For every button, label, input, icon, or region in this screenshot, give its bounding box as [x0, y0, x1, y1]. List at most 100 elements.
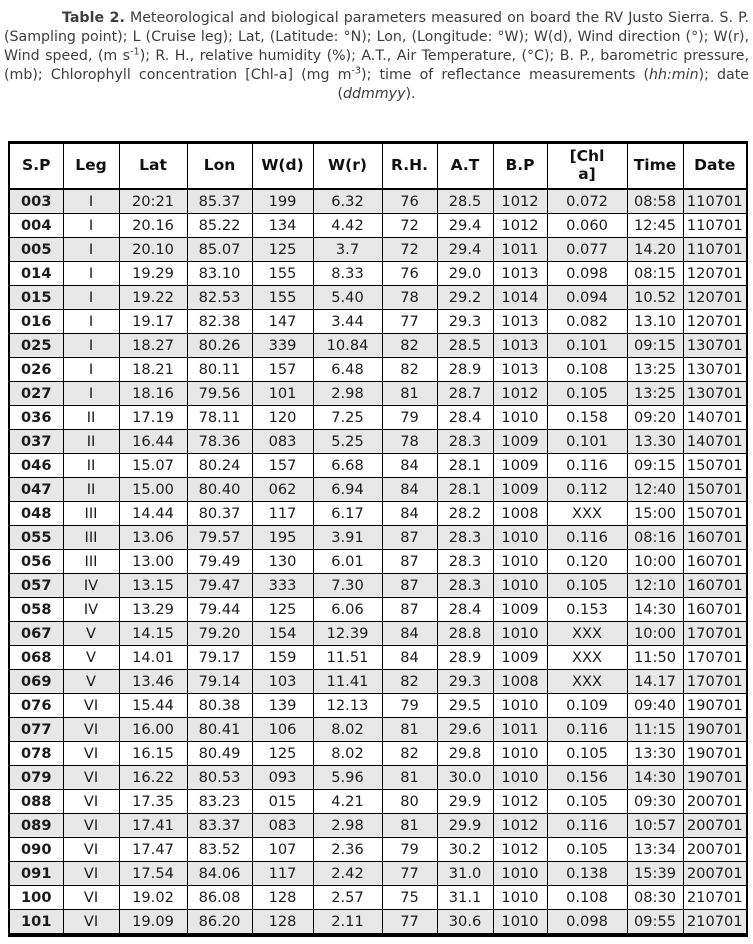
cell-at: 28.1 — [436, 477, 494, 502]
cell-wd: 134 — [251, 213, 314, 238]
cell-wd: 128 — [251, 885, 314, 910]
cell-rh: 84 — [381, 477, 438, 502]
table-body: 003 I 20:21 85.37 199 6.32 76 28.5 1012 0.072 08:5… — [8, 188, 748, 936]
cell-time: 09:55 — [626, 909, 684, 936]
cell-time: 12:10 — [626, 573, 684, 598]
table-row: 014 I 19.29 83.10 155 8.33 76 29.0 1013 0.098 08:1… — [8, 261, 748, 286]
cell-chla: 0.060 — [546, 213, 628, 238]
cell-at: 28.3 — [436, 429, 494, 454]
cell-bp: 1012 — [492, 789, 548, 814]
cell-date: 160701 — [682, 525, 748, 550]
cell-rh: 79 — [381, 693, 438, 718]
cell-sp: 069 — [8, 669, 64, 694]
cell-rh: 84 — [381, 501, 438, 526]
cell-lat: 16.22 — [118, 765, 188, 790]
cell-wd: 101 — [251, 381, 314, 406]
cell-rh: 84 — [381, 453, 438, 478]
cell-lon: 80.24 — [186, 453, 253, 478]
cell-lon: 86.08 — [186, 885, 253, 910]
cell-lon: 78.36 — [186, 429, 253, 454]
cell-sp: 056 — [8, 549, 64, 574]
cell-lon: 83.37 — [186, 813, 253, 838]
cell-lon: 79.49 — [186, 549, 253, 574]
cell-sp: 037 — [8, 429, 64, 454]
table-row: 056 III 13.00 79.49 130 6.01 87 28.3 1010 0.120 10… — [8, 549, 748, 574]
cell-date: 160701 — [682, 573, 748, 598]
cell-chla: 0.098 — [546, 909, 628, 936]
cell-bp: 1011 — [492, 237, 548, 262]
cell-chla: XXX — [546, 501, 628, 526]
cell-lat: 17.19 — [118, 405, 188, 430]
cell-bp: 1010 — [492, 885, 548, 910]
cell-chla: 0.112 — [546, 477, 628, 502]
cell-wd: 157 — [251, 357, 314, 382]
cell-sp: 101 — [8, 909, 64, 936]
cell-wd: 147 — [251, 309, 314, 334]
cell-leg: V — [62, 669, 120, 694]
header-row: S.P Leg Lat Lon W(d) W(r) R.H. A.T B.P [Chl a] Tim… — [8, 142, 748, 190]
cell-time: 08:15 — [626, 261, 684, 286]
column-header-chla: [Chl a] — [546, 142, 628, 190]
cell-wd: 130 — [251, 549, 314, 574]
cell-sp: 078 — [8, 741, 64, 766]
cell-bp: 1010 — [492, 405, 548, 430]
cell-wr: 6.94 — [312, 477, 383, 502]
cell-date: 190701 — [682, 693, 748, 718]
caption-text: -3 — [351, 65, 362, 77]
cell-chla: XXX — [546, 621, 628, 646]
cell-date: 130701 — [682, 357, 748, 382]
cell-wr: 8.02 — [312, 717, 383, 742]
cell-bp: 1013 — [492, 309, 548, 334]
cell-chla: 0.116 — [546, 717, 628, 742]
table-row: 079 VI 16.22 80.53 093 5.96 81 30.0 1010 0.156 14:… — [8, 765, 748, 790]
cell-leg: VI — [62, 885, 120, 910]
cell-sp: 027 — [8, 381, 64, 406]
cell-date: 210701 — [682, 885, 748, 910]
table-row: 076 VI 15.44 80.38 139 12.13 79 29.5 1010 0.109 09… — [8, 693, 748, 718]
cell-bp: 1008 — [492, 501, 548, 526]
cell-date: 200701 — [682, 813, 748, 838]
cell-date: 170701 — [682, 621, 748, 646]
cell-wd: 107 — [251, 837, 314, 862]
cell-lat: 13.29 — [118, 597, 188, 622]
cell-lon: 78.11 — [186, 405, 253, 430]
cell-lon: 79.44 — [186, 597, 253, 622]
cell-at: 28.1 — [436, 453, 494, 478]
cell-chla: 0.108 — [546, 885, 628, 910]
cell-time: 08:30 — [626, 885, 684, 910]
table-row: 088 VI 17.35 83.23 015 4.21 80 29.9 1012 0.105 09:… — [8, 789, 748, 814]
cell-time: 10:00 — [626, 549, 684, 574]
cell-rh: 82 — [381, 741, 438, 766]
caption-text: ); time of reflectance measurements ( — [361, 67, 650, 83]
cell-chla: 0.105 — [546, 741, 628, 766]
cell-wr: 3.91 — [312, 525, 383, 550]
cell-rh: 82 — [381, 357, 438, 382]
cell-sp: 067 — [8, 621, 64, 646]
cell-chla: 0.109 — [546, 693, 628, 718]
cell-bp: 1013 — [492, 261, 548, 286]
cell-wr: 6.06 — [312, 597, 383, 622]
cell-sp: 076 — [8, 693, 64, 718]
cell-sp: 091 — [8, 861, 64, 886]
cell-bp: 1012 — [492, 188, 548, 214]
cell-chla: 0.077 — [546, 237, 628, 262]
cell-lat: 19.02 — [118, 885, 188, 910]
cell-bp: 1010 — [492, 765, 548, 790]
cell-sp: 088 — [8, 789, 64, 814]
column-header-lat: Lat — [118, 142, 188, 190]
cell-wd: 106 — [251, 717, 314, 742]
cell-lat: 19.29 — [118, 261, 188, 286]
cell-wr: 6.32 — [312, 188, 383, 214]
cell-leg: II — [62, 429, 120, 454]
cell-time: 12:40 — [626, 477, 684, 502]
table-row: 036 II 17.19 78.11 120 7.25 79 28.4 1010 0.158 09:… — [8, 405, 748, 430]
cell-lon: 83.52 — [186, 837, 253, 862]
cell-date: 170701 — [682, 645, 748, 670]
cell-rh: 80 — [381, 789, 438, 814]
cell-at: 29.9 — [436, 813, 494, 838]
cell-wr: 2.11 — [312, 909, 383, 936]
cell-rh: 72 — [381, 237, 438, 262]
table-row: 100 VI 19.02 86.08 128 2.57 75 31.1 1010 0.108 08:… — [8, 885, 748, 910]
cell-wr: 2.57 — [312, 885, 383, 910]
cell-wd: 154 — [251, 621, 314, 646]
